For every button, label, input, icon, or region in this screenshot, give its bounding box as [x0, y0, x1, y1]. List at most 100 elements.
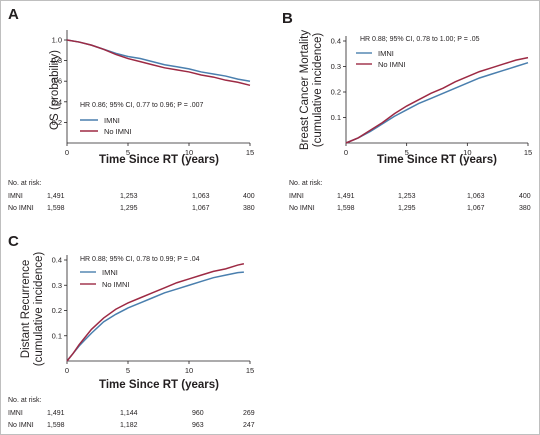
panel-a: A OS (probability) 0 5 10 15 0.2 0.4 0.6 0.8 1.0… [8, 6, 255, 212]
risk-value: 1,067 [192, 205, 210, 212]
x-tick-label: 15 [246, 366, 254, 375]
legend-label-no-imni-b: No IMNI [378, 60, 406, 69]
x-tick-label: 0 [344, 148, 348, 157]
plot-area-b: 0 5 10 15 0.1 0.2 0.3 0.4 HR 0.88; 95% CI, 0.78… [331, 36, 533, 158]
risk-value: 960 [192, 410, 204, 417]
y-axis-title-c-line1: Distant Recurrence [20, 260, 32, 358]
risk-value: 269 [243, 410, 255, 417]
risk-value: 1,598 [337, 205, 355, 212]
ticks-c: 0 5 10 15 0.1 0.2 0.3 0.4 [52, 256, 255, 376]
risk-value: 400 [519, 193, 531, 200]
risk-row-label-imni-a: IMNI [8, 193, 23, 200]
legend-label-imni-a: IMNI [104, 116, 120, 125]
panel-c: C Distant Recurrence (cumulative inciden… [8, 233, 255, 429]
risk-value: 1,253 [120, 193, 138, 200]
y-axis-title-b-line1: Breast Cancer Mortality [299, 30, 311, 150]
x-axis-title-c: Time Since RT (years) [99, 379, 219, 391]
x-tick-label: 15 [246, 148, 254, 157]
y-tick-label: 0.2 [331, 88, 341, 97]
panel-b: B Breast Cancer Mortality (cumulative in… [282, 10, 532, 212]
series-line-imni-c [66, 271, 244, 362]
risk-value: 963 [192, 422, 204, 429]
y-axis-title-a: OS (probability) [49, 50, 61, 130]
risk-value: 1,182 [120, 422, 138, 429]
y-tick-label: 0.4 [331, 37, 341, 46]
risk-table-c: No. at risk: IMNI No IMNI 1,491 1,144 96… [8, 397, 255, 429]
y-tick-label: 0.4 [52, 97, 62, 106]
y-tick-label: 0.1 [52, 331, 62, 340]
series-line-no-imni-c [66, 263, 245, 362]
risk-value: 1,491 [47, 410, 65, 417]
risk-value: 1,491 [337, 193, 355, 200]
y-tick-label: 0.3 [52, 281, 62, 290]
x-tick-label: 5 [405, 148, 409, 157]
hazard-ratio-annotation-b: HR 0.88; 95% CI, 0.78 to 1.00; P = .05 [360, 36, 480, 43]
x-tick-label: 5 [126, 366, 130, 375]
panel-letter-b: B [282, 10, 293, 27]
risk-row-label-no-imni-c: No IMNI [8, 422, 34, 429]
risk-value: 1,144 [120, 410, 138, 417]
y-axis-title-c-line2: (cumulative incidence) [33, 252, 45, 367]
risk-value: 247 [243, 422, 255, 429]
y-tick-label: 0.8 [52, 56, 62, 65]
y-tick-label: 0.4 [52, 256, 62, 265]
legend-c: IMNI No IMNI [80, 268, 130, 289]
series-line-no-imni-a [66, 39, 251, 87]
x-tick-label: 0 [65, 366, 69, 375]
risk-value: 400 [243, 193, 255, 200]
risk-header-a: No. at risk: [8, 180, 42, 187]
risk-value: 1,067 [467, 205, 485, 212]
panel-letter-c: C [8, 233, 19, 250]
legend-b: IMNI No IMNI [356, 49, 406, 69]
risk-value: 1,063 [192, 193, 210, 200]
risk-row-label-no-imni-a: No IMNI [8, 205, 34, 212]
risk-value: 1,295 [120, 205, 138, 212]
risk-table-b: No. at risk: IMNI No IMNI 1,491 1,253 1,… [289, 180, 531, 212]
series-line-no-imni-b [345, 56, 529, 144]
legend-label-no-imni-a: No IMNI [104, 127, 132, 136]
x-tick-label: 10 [185, 148, 193, 157]
x-tick-label: 5 [126, 148, 130, 157]
risk-value: 1,491 [47, 193, 65, 200]
x-tick-label: 15 [524, 148, 532, 157]
y-tick-label: 1.0 [52, 36, 62, 45]
hazard-ratio-annotation-c: HR 0.88; 95% CI, 0.78 to 0.99; P = .04 [80, 256, 200, 263]
x-tick-label: 10 [185, 366, 193, 375]
risk-row-label-no-imni-b: No IMNI [289, 205, 315, 212]
y-axis-title-b-line2: (cumulative incidence) [312, 33, 324, 148]
x-axis-title-a: Time Since RT (years) [99, 154, 219, 166]
x-tick-label: 0 [65, 148, 69, 157]
y-tick-label: 0.6 [52, 77, 62, 86]
plot-area-c: 0 5 10 15 0.1 0.2 0.3 0.4 HR 0.88; 95% CI, 0.78… [52, 255, 255, 376]
risk-value: 1,253 [398, 193, 416, 200]
risk-value: 380 [519, 205, 531, 212]
panel-letter-a: A [8, 6, 19, 23]
legend-a: IMNI No IMNI [80, 116, 132, 136]
risk-row-label-imni-c: IMNI [8, 410, 23, 417]
legend-label-no-imni-c: No IMNI [102, 280, 130, 289]
series-line-imni-b [345, 61, 529, 144]
ticks-a: 0 5 10 15 0.2 0.4 0.6 0.8 1.0 [52, 36, 255, 158]
ticks-b: 0 5 10 15 0.1 0.2 0.3 0.4 [331, 37, 533, 158]
risk-table-a: No. at risk: IMNI No IMNI 1,491 1,253 1,… [8, 180, 255, 212]
x-tick-label: 10 [463, 148, 471, 157]
risk-header-c: No. at risk: [8, 397, 42, 404]
risk-value: 1,063 [467, 193, 485, 200]
y-tick-label: 0.3 [331, 62, 341, 71]
risk-row-label-imni-b: IMNI [289, 193, 304, 200]
risk-value: 1,598 [47, 205, 65, 212]
plot-area-a: 0 5 10 15 0.2 0.4 0.6 0.8 1.0 HR 0.86; 95% CI, 0… [52, 30, 255, 158]
hazard-ratio-annotation-a: HR 0.86; 95% CI, 0.77 to 0.96; P = .007 [80, 102, 204, 109]
y-tick-label: 0.1 [331, 113, 341, 122]
risk-value: 380 [243, 205, 255, 212]
y-tick-label: 0.2 [52, 118, 62, 127]
risk-value: 1,295 [398, 205, 416, 212]
risk-value: 1,598 [47, 422, 65, 429]
legend-label-imni-b: IMNI [378, 49, 394, 58]
legend-label-imni-c: IMNI [102, 268, 118, 277]
risk-header-b: No. at risk: [289, 180, 323, 187]
y-tick-label: 0.2 [52, 306, 62, 315]
x-axis-title-b: Time Since RT (years) [377, 154, 497, 166]
